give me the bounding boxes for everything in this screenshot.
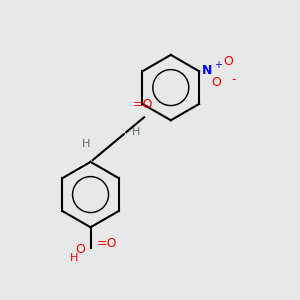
Text: =O: =O [132, 98, 153, 111]
Text: =O: =O [97, 237, 117, 250]
Text: +: + [214, 60, 222, 70]
Text: H: H [70, 254, 78, 263]
Text: O: O [223, 55, 233, 68]
Text: O: O [75, 242, 85, 256]
Text: -: - [232, 73, 236, 86]
Text: H: H [132, 127, 140, 137]
Text: H: H [82, 139, 90, 149]
Text: N: N [202, 64, 212, 77]
Text: O: O [211, 76, 221, 89]
